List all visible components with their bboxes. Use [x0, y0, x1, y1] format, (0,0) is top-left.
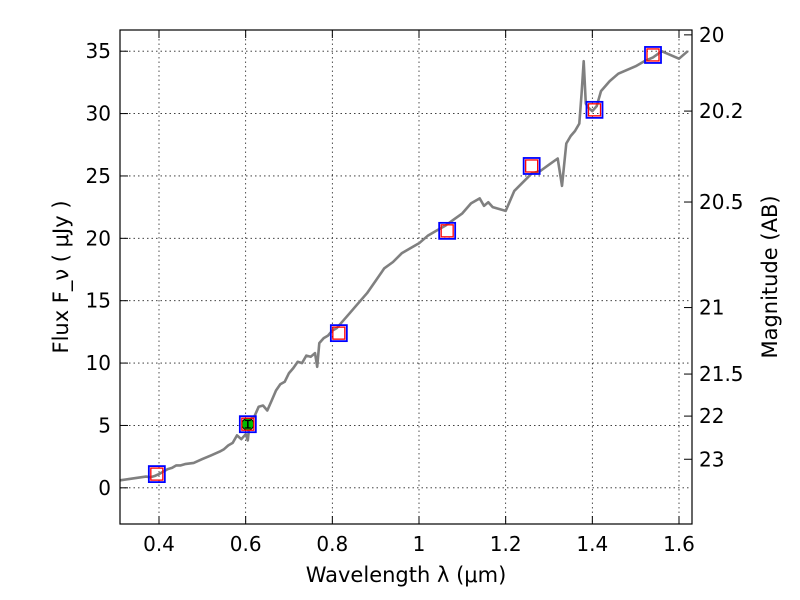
grid-lines	[120, 30, 692, 524]
observed-photometry-box	[644, 46, 662, 64]
x-tick-label: 1.4	[576, 532, 608, 556]
x-tick-label: 0.4	[143, 532, 175, 556]
axis-ticks	[120, 30, 692, 524]
y-tick-label: 0	[98, 476, 111, 500]
model-photometry-box	[440, 224, 454, 238]
observed-photometry-box	[585, 100, 604, 119]
x-tick-label: 0.8	[316, 532, 348, 556]
y-tick-label: 5	[98, 413, 111, 437]
observed-photometry-box	[238, 415, 257, 434]
model-photometry-box	[241, 417, 255, 431]
observed-photometry-box	[147, 465, 166, 484]
right-tick-label: 22	[699, 404, 724, 428]
y-tick-label: 25	[86, 164, 111, 188]
x-tick-label: 1.6	[663, 532, 695, 556]
model-photometry-box	[332, 326, 346, 340]
observed-photometry-box	[329, 324, 348, 343]
observed-photometry-box	[522, 157, 541, 175]
model-photometry-box	[646, 48, 660, 62]
x-axis-label: Wavelength λ (μm)	[306, 563, 507, 587]
x-tick-label: 1.2	[490, 532, 522, 556]
model-photometry-box	[587, 103, 602, 117]
y-axis-label: Flux F_ν ( μJy )	[49, 200, 74, 353]
plot-frame	[119, 29, 693, 525]
right-tick-label: 20.5	[699, 190, 744, 214]
model-photometry-box	[525, 159, 539, 173]
y-tick-label: 20	[86, 226, 111, 250]
right-tick-label: 23	[699, 447, 724, 471]
y-tick-label: 10	[86, 351, 111, 375]
y-tick-label: 35	[86, 39, 111, 63]
right-tick-label: 20.2	[699, 99, 744, 123]
model-photometry-box	[150, 467, 164, 481]
observed-photometry-box	[438, 221, 457, 240]
y-tick-label: 30	[86, 102, 111, 126]
right-tick-label: 20	[699, 23, 724, 47]
right-tick-label: 21	[699, 296, 724, 320]
right-tick-label: 21.5	[699, 362, 744, 386]
tick-labels: 0.4 0.6 0.8 1 1.2 1.4 1.6 0 5 10 15 20 25 30 35 20 20.2 2…	[86, 23, 744, 556]
model-spectrum-line	[119, 49, 689, 482]
x-tick-label: 1	[413, 532, 426, 556]
plot-data	[119, 46, 689, 484]
x-tick-label: 0.6	[230, 532, 262, 556]
y-tick-label: 15	[86, 289, 111, 313]
right-axis-label: Magnitude (AB)	[758, 195, 782, 358]
